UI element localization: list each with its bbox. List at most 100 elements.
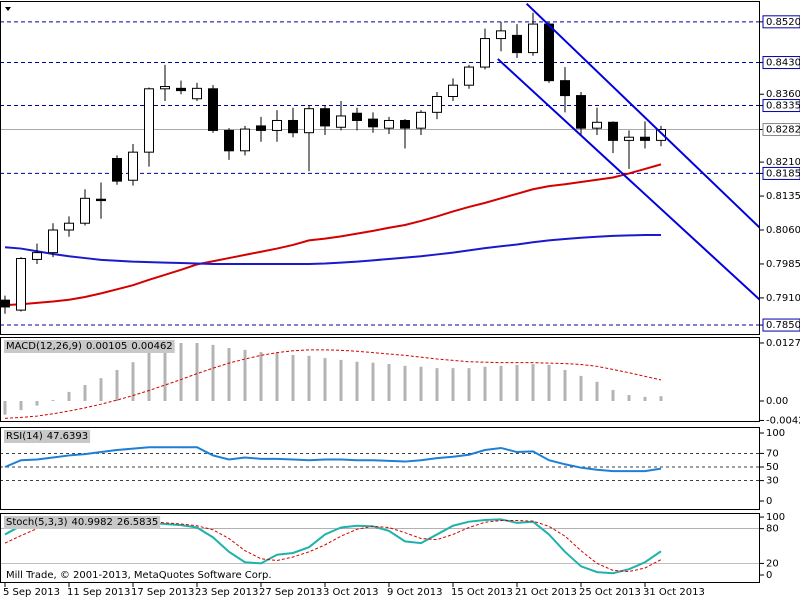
y-tick-label: 0.8335 (766, 101, 800, 112)
y-tick-label: 100 (766, 512, 785, 523)
candle-body (208, 88, 218, 131)
y-tick-label: 0.8210 (766, 157, 800, 168)
indicator-line (4, 520, 662, 573)
indicator-label-bg (4, 340, 175, 353)
histogram-bar (643, 396, 647, 402)
candle-body (624, 136, 634, 141)
panel-frame (0, 513, 760, 583)
histogram-bar (595, 381, 599, 402)
x-tick-label: 5 Sep 2013 (3, 587, 60, 598)
y-tick-label: 0.8360 (766, 89, 800, 100)
price-label-box (762, 123, 800, 137)
menu-arrow (5, 7, 11, 11)
candle-body (240, 128, 250, 152)
x-tick-label: 15 Oct 2013 (451, 587, 513, 598)
indicator-line (4, 233, 661, 265)
indicator-line (4, 349, 662, 419)
indicator-line (4, 446, 662, 473)
y-tick-label: 0.8282 (766, 125, 800, 136)
candle-body (512, 34, 522, 54)
histogram-bar (419, 366, 423, 402)
candle-body (304, 108, 314, 134)
histogram-bar (323, 358, 327, 402)
indicator-label: RSI(14) 47.6393 (6, 431, 88, 442)
histogram-bar (195, 343, 199, 402)
candle-body (544, 23, 554, 82)
y-tick-label: 0.00 (766, 396, 788, 407)
candle-body (224, 129, 234, 152)
candle-body (496, 30, 506, 40)
candle-body (480, 38, 490, 68)
candle-body (432, 95, 442, 113)
histogram-bar (435, 368, 439, 402)
candle-body (448, 84, 458, 97)
indicator-line (4, 163, 662, 307)
candle-body (176, 87, 186, 92)
histogram-bar (403, 365, 407, 402)
candle-body (288, 119, 298, 134)
histogram-bar (371, 362, 375, 402)
histogram-bar (547, 364, 551, 402)
indicator-value: 0.00462 (131, 341, 172, 352)
y-tick-label: 50 (766, 462, 779, 473)
candle-body (400, 119, 410, 129)
candle-body (640, 136, 650, 141)
candle-body (528, 23, 538, 54)
y-tick-label: 0.01271 (766, 338, 800, 349)
x-tick-label: 23 Sep 2013 (195, 587, 258, 598)
y-tick-label: -0.00426 (766, 415, 800, 426)
histogram-bar (659, 396, 663, 402)
histogram-bar (451, 368, 455, 402)
histogram-bar (627, 395, 631, 402)
price-label-box (762, 56, 800, 70)
candle-body (144, 88, 154, 153)
indicator-label-bg (4, 516, 161, 529)
candle-body (352, 112, 362, 121)
y-tick-label: 0.8430 (766, 58, 800, 69)
histogram-bar (563, 369, 567, 402)
histogram-bar (579, 375, 583, 402)
plot-area (0, 446, 760, 481)
candle-body (416, 111, 426, 129)
candle-body (0, 299, 10, 308)
candle-body (112, 157, 122, 182)
y-tick-label: 0.8185 (766, 168, 800, 179)
candle-body (160, 86, 170, 90)
indicator-name: Stoch(5,3,3) (6, 517, 68, 528)
histogram-bar (147, 352, 151, 402)
x-tick-label: 9 Oct 2013 (387, 587, 442, 598)
plot-area (3, 343, 663, 419)
histogram-bar (243, 349, 247, 402)
y-tick-label: 0 (766, 570, 772, 581)
histogram-bar (115, 369, 119, 402)
y-tick-label: 20 (766, 558, 779, 569)
indicator-value: 40.9982 (71, 517, 112, 528)
histogram-bar (3, 401, 7, 415)
histogram-bar (83, 385, 87, 402)
x-tick-label: 11 Sep 2013 (67, 587, 130, 598)
trend-line (525, 2, 760, 229)
histogram-bar (499, 365, 503, 402)
x-tick-label: 3 Oct 2013 (323, 587, 378, 598)
price-label-box (762, 15, 800, 29)
candle-body (192, 87, 202, 100)
histogram-bar (387, 364, 391, 402)
panel-frame (0, 337, 760, 422)
candle-body (320, 108, 330, 127)
price-label-box (762, 318, 800, 332)
candle-body (336, 115, 346, 128)
indicator-value: 26.5835 (117, 517, 158, 528)
histogram-bar (307, 355, 311, 402)
candle-body (656, 129, 666, 141)
histogram-bar (515, 364, 519, 402)
y-tick-label: 0.7850 (766, 320, 800, 331)
y-tick-label: 30 (766, 476, 779, 487)
x-tick-label: 27 Sep 2013 (259, 587, 322, 598)
indicator-value: 47.6393 (47, 431, 88, 442)
y-tick-label: 70 (766, 448, 779, 459)
histogram-bar (259, 352, 263, 402)
candle-body (96, 198, 106, 202)
y-tick-label: 0.8135 (766, 191, 800, 202)
candle-body (384, 119, 394, 129)
